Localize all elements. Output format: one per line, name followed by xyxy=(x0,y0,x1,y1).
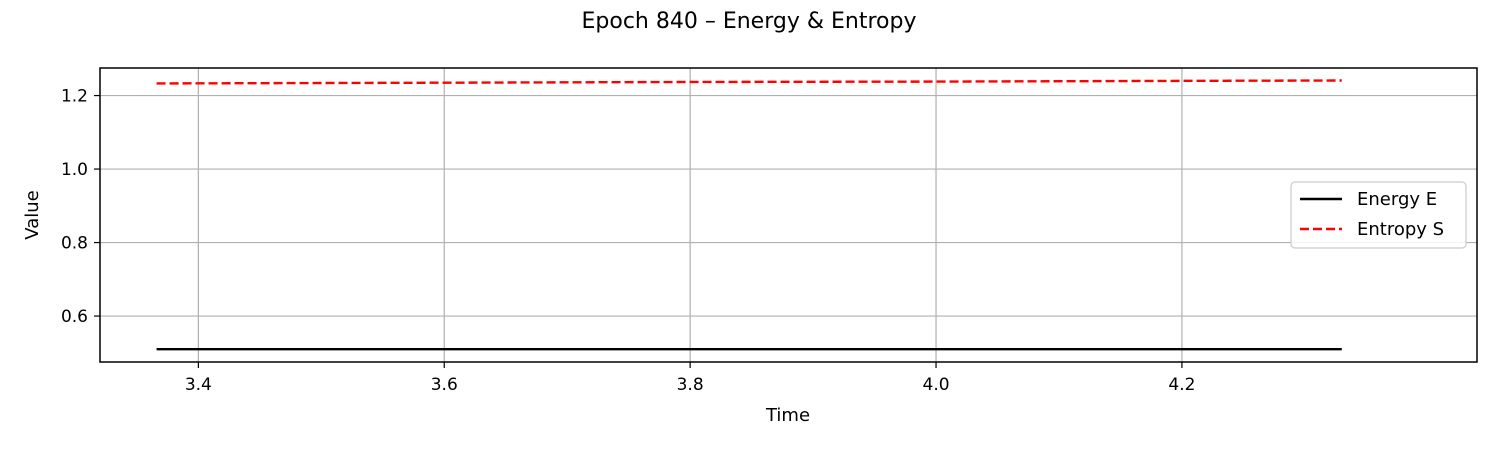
x-tick-label: 3.4 xyxy=(185,375,212,395)
y-tick-label: 0.8 xyxy=(61,234,88,254)
axis-ticks: 3.4 3.6 3.8 4.0 4.2 0.6 0.8 1.0 1.2 xyxy=(61,87,1195,395)
plot-series xyxy=(156,79,1342,351)
series-line-entropy xyxy=(156,79,1342,85)
x-tick-label: 3.6 xyxy=(431,375,458,395)
legend-label-energy: Energy E xyxy=(1357,189,1437,210)
plot-frame xyxy=(99,67,1478,363)
grid-lines xyxy=(100,68,1477,362)
x-tick-label: 4.0 xyxy=(923,375,950,395)
y-axis-label: Value xyxy=(22,190,43,239)
x-tick-label: 4.2 xyxy=(1168,375,1195,395)
y-tick-label: 1.2 xyxy=(61,87,88,107)
chart-title: Epoch 840 – Energy & Entropy xyxy=(582,9,917,34)
legend: Energy E Entropy S xyxy=(1290,181,1467,249)
x-axis-label: Time xyxy=(765,405,810,426)
y-tick-label: 0.6 xyxy=(61,307,88,327)
x-tick-label: 3.8 xyxy=(677,375,704,395)
legend-label-entropy: Entropy S xyxy=(1357,219,1444,240)
y-tick-label: 1.0 xyxy=(61,160,88,180)
